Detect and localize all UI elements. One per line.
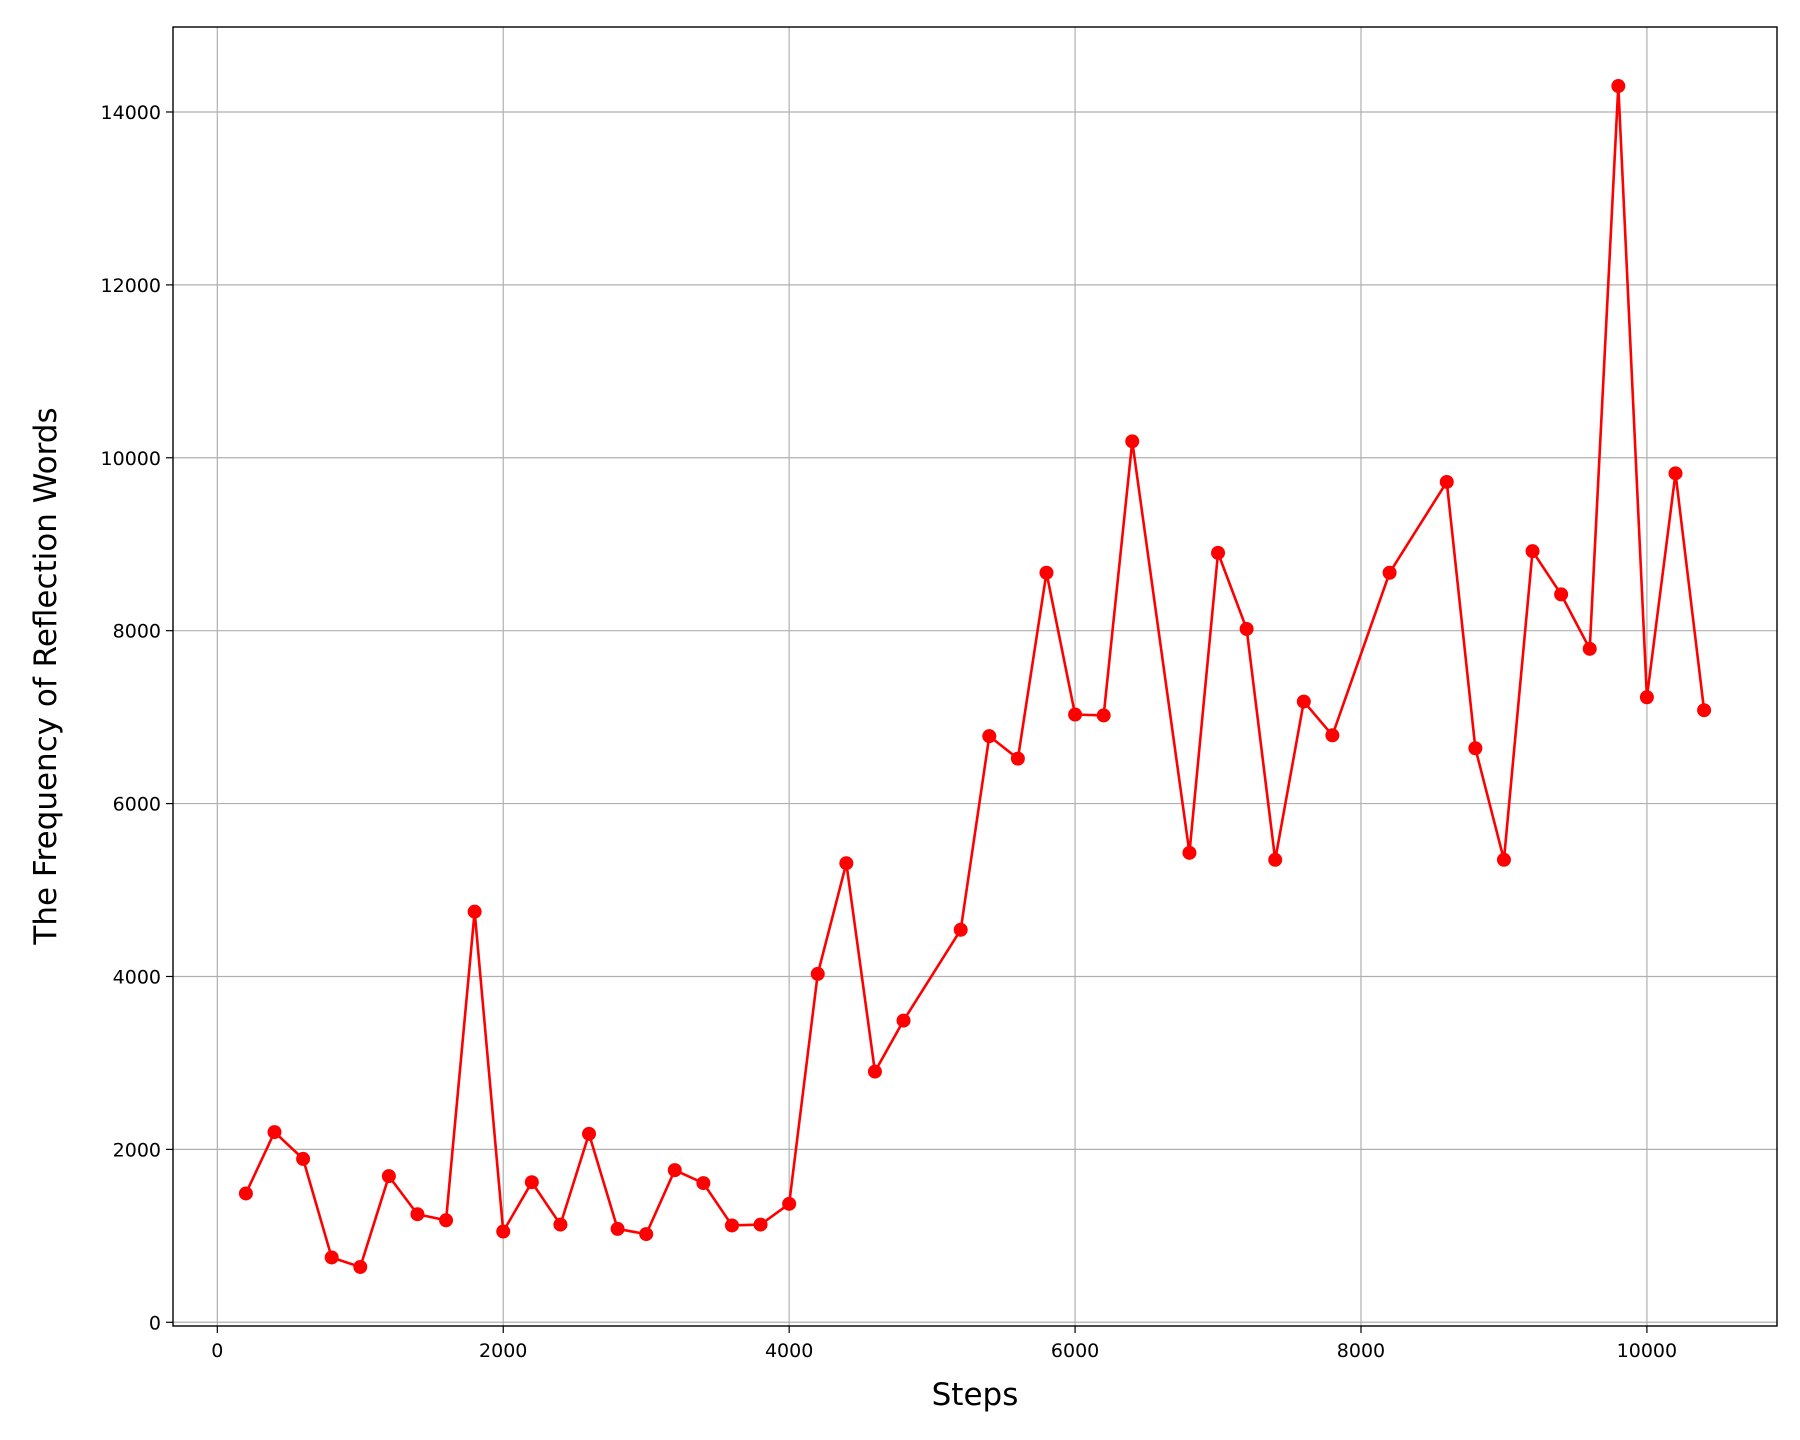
data-point	[1211, 545, 1226, 560]
data-point	[381, 1169, 396, 1184]
y-tick-label: 2000	[113, 1139, 161, 1161]
data-point	[1125, 434, 1140, 449]
y-tick-label: 14000	[101, 102, 161, 124]
data-line	[244, 85, 1706, 1269]
data-point	[1010, 751, 1025, 766]
y-tick-label: 6000	[113, 794, 161, 816]
data-point	[1639, 690, 1654, 705]
y-tick-label: 0	[149, 1312, 161, 1334]
data-point	[839, 856, 854, 871]
data-point	[524, 1175, 539, 1190]
data-point	[810, 966, 825, 981]
data-point	[1439, 474, 1454, 489]
data-point	[296, 1151, 311, 1166]
data-point	[1239, 621, 1254, 636]
x-tick-label: 8000	[1337, 1340, 1385, 1362]
data-point	[667, 1163, 682, 1178]
data-point	[1582, 641, 1597, 656]
x-tick-label: 10000	[1617, 1340, 1677, 1362]
data-point	[753, 1217, 768, 1232]
y-tick-label: 4000	[113, 966, 161, 988]
y-tick-label: 8000	[113, 621, 161, 643]
data-point	[267, 1125, 282, 1140]
y-tick-label: 12000	[101, 275, 161, 297]
x-tick-label: 0	[211, 1340, 223, 1362]
data-point	[1496, 852, 1511, 867]
data-point	[467, 904, 482, 919]
data-point	[1382, 565, 1397, 580]
data-point	[1296, 694, 1311, 709]
data-point	[1525, 544, 1540, 559]
data-point	[496, 1224, 511, 1239]
y-tick-label: 10000	[101, 448, 161, 470]
data-point	[953, 922, 968, 937]
data-point	[439, 1213, 454, 1228]
x-axis-label: Steps	[932, 1377, 1019, 1413]
data-point	[896, 1013, 911, 1028]
data-point	[353, 1259, 368, 1274]
data-point	[696, 1176, 711, 1191]
data-point	[1554, 587, 1569, 602]
data-point	[782, 1196, 797, 1211]
data-point	[1668, 466, 1683, 481]
data-point	[639, 1227, 654, 1242]
data-point	[867, 1064, 882, 1079]
data-point	[1096, 708, 1111, 723]
data-point	[1182, 845, 1197, 860]
data-point	[553, 1217, 568, 1232]
data-point	[610, 1221, 625, 1236]
data-point	[1268, 852, 1283, 867]
data-point	[410, 1207, 425, 1222]
data-point	[982, 729, 997, 744]
x-tick-label: 6000	[1051, 1340, 1099, 1362]
data-point	[1068, 707, 1083, 722]
x-tick-label: 4000	[765, 1340, 813, 1362]
data-point	[582, 1126, 597, 1141]
x-tick-label: 2000	[479, 1340, 527, 1362]
data-point	[1325, 728, 1340, 743]
data-point	[724, 1218, 739, 1233]
plot-frame	[172, 26, 1778, 1327]
y-axis-label: The Frequency of Reflection Words	[28, 407, 64, 945]
data-point	[1039, 565, 1054, 580]
data-point	[324, 1250, 339, 1265]
data-point	[238, 1186, 253, 1201]
data-point	[1697, 703, 1712, 718]
data-point	[1468, 741, 1483, 756]
data-point	[1611, 79, 1626, 94]
